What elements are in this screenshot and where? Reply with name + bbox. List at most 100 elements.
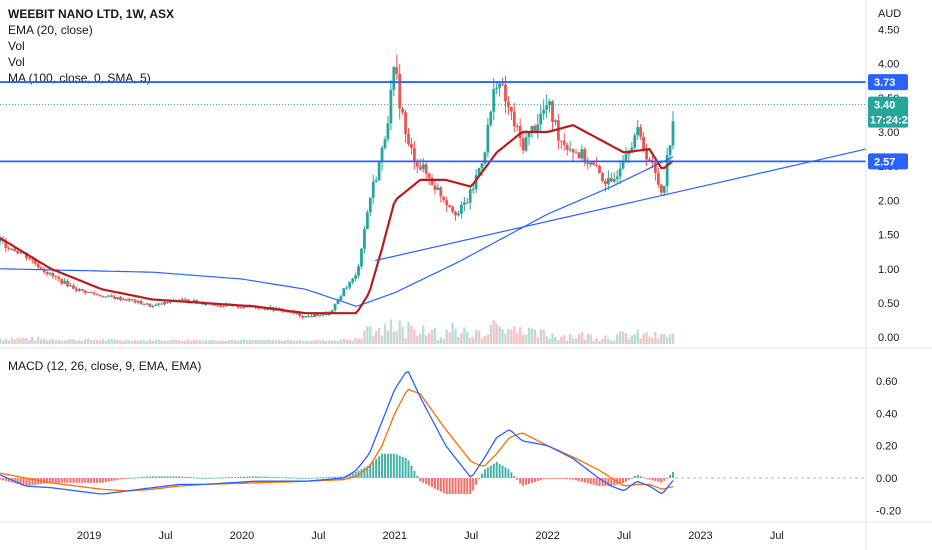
volume-bar [0,338,2,344]
volume-bar [42,338,46,344]
candle-body [75,288,78,291]
candle-body [410,144,413,148]
macd-histogram-bar [169,476,172,478]
macd-histogram-bar [51,477,54,483]
candle-body [424,164,428,174]
macd-histogram-bar [489,465,492,478]
candle-body [565,144,569,150]
macd-histogram-bar [201,477,204,479]
candle-body [515,126,519,128]
macd-histogram-bar [589,477,592,485]
volume-bar [345,339,348,344]
candle-body [527,131,531,138]
candle-body [7,247,11,249]
macd-histogram-bar [439,477,442,492]
countdown-label: 17:24:27 [870,115,914,127]
support-price-tag-bg [868,153,908,170]
volume-bar [330,340,334,344]
candle-body [36,263,40,268]
volume-bar [601,338,604,344]
macd-histogram-bar [657,477,660,482]
candle-body [539,113,543,125]
macd-histogram-bar [348,474,351,478]
candle-body [127,299,131,301]
macd-histogram-bar [419,477,422,482]
macd-histogram-bar [213,477,216,479]
macd-histogram-bar [633,475,636,478]
macd-histogram-bar [510,472,513,478]
volume-bar [339,339,343,344]
symbol-title[interactable]: WEEBIT NANO LTD, 1W, ASX [8,7,175,21]
vol-legend-1[interactable]: Vol [8,39,25,53]
macd-histogram-bar [275,477,278,479]
candle-body [363,228,366,249]
price-axis[interactable]: 4.504.003.503.002.502.001.501.000.500.00 [878,24,899,344]
candle-body [39,267,43,270]
vol-legend-2[interactable]: Vol [8,55,25,69]
candle-body [166,302,169,304]
volume-bar [19,338,22,344]
volume-bar [636,329,639,344]
candle-body [57,277,61,279]
volume-bar [160,340,163,344]
macd-histogram-bar [143,476,146,478]
candle-body [216,305,219,307]
macd-histogram-bar [433,477,436,489]
volume-bar [78,339,81,344]
macd-legend[interactable]: MACD (12, 26, close, 9, EMA, EMA) [8,359,202,373]
macd-histogram-bar [84,477,87,483]
candle-body [559,140,563,142]
volume-bar [419,333,422,344]
volume-bar [571,338,575,344]
time-tick-label: Jul [617,530,631,542]
candle-body [548,101,551,106]
candle-body [151,305,155,307]
macd-histogram-bar [134,477,137,479]
volume-bar [292,340,296,344]
macd-histogram-bar [266,476,269,478]
volume-bar [348,339,351,344]
macd-histogram-bar [530,477,533,483]
macd-histogram-bar [413,470,416,478]
last-price-tag: 3.40 [874,100,895,112]
macd-histogram-bar [263,476,266,478]
volume-bar [492,320,495,344]
volume-bar [28,340,31,344]
candle-body [160,303,164,305]
ema-legend[interactable]: EMA (20, close) [8,23,93,37]
volume-bar [654,331,657,344]
time-axis[interactable]: 2019 Jul 2020 Jul 2021 Jul 2022 Jul 2023 Jul [77,530,784,542]
macd-histogram-bar [410,465,413,478]
macd-histogram-bar [536,477,539,482]
volume-bar [107,338,110,344]
macd-histogram-bar [239,476,242,478]
candle-body [507,101,510,107]
macd-histogram-bar [254,476,257,478]
volume-bar [336,340,340,344]
macd-histogram-bar [639,476,642,478]
volume-bar [172,339,175,344]
macd-histogram-bar [575,477,578,481]
candle-body [116,297,119,300]
candle-body [119,297,122,300]
macd-histogram-bar [301,477,304,479]
volume-bar [233,340,237,344]
candle-body [648,159,651,161]
macd-histogram-bar [404,457,407,478]
macd-histogram-bar [622,477,625,484]
candle-body [351,278,355,283]
candle-body [163,302,166,305]
macd-histogram-bar [601,477,604,487]
candle-body [615,176,619,180]
volume-bar [248,339,252,344]
macd-histogram-bar [195,477,198,479]
volume-bar [204,340,207,344]
volume-bar [360,339,363,344]
macd-axis[interactable]: 0.60 0.40 0.20 0.00 -0.20 [876,376,901,517]
volume-bar [16,337,19,344]
volume-bar [374,331,378,344]
volume-bar [89,339,93,344]
macd-histogram-bar [492,463,495,478]
volume-bar [498,326,501,344]
